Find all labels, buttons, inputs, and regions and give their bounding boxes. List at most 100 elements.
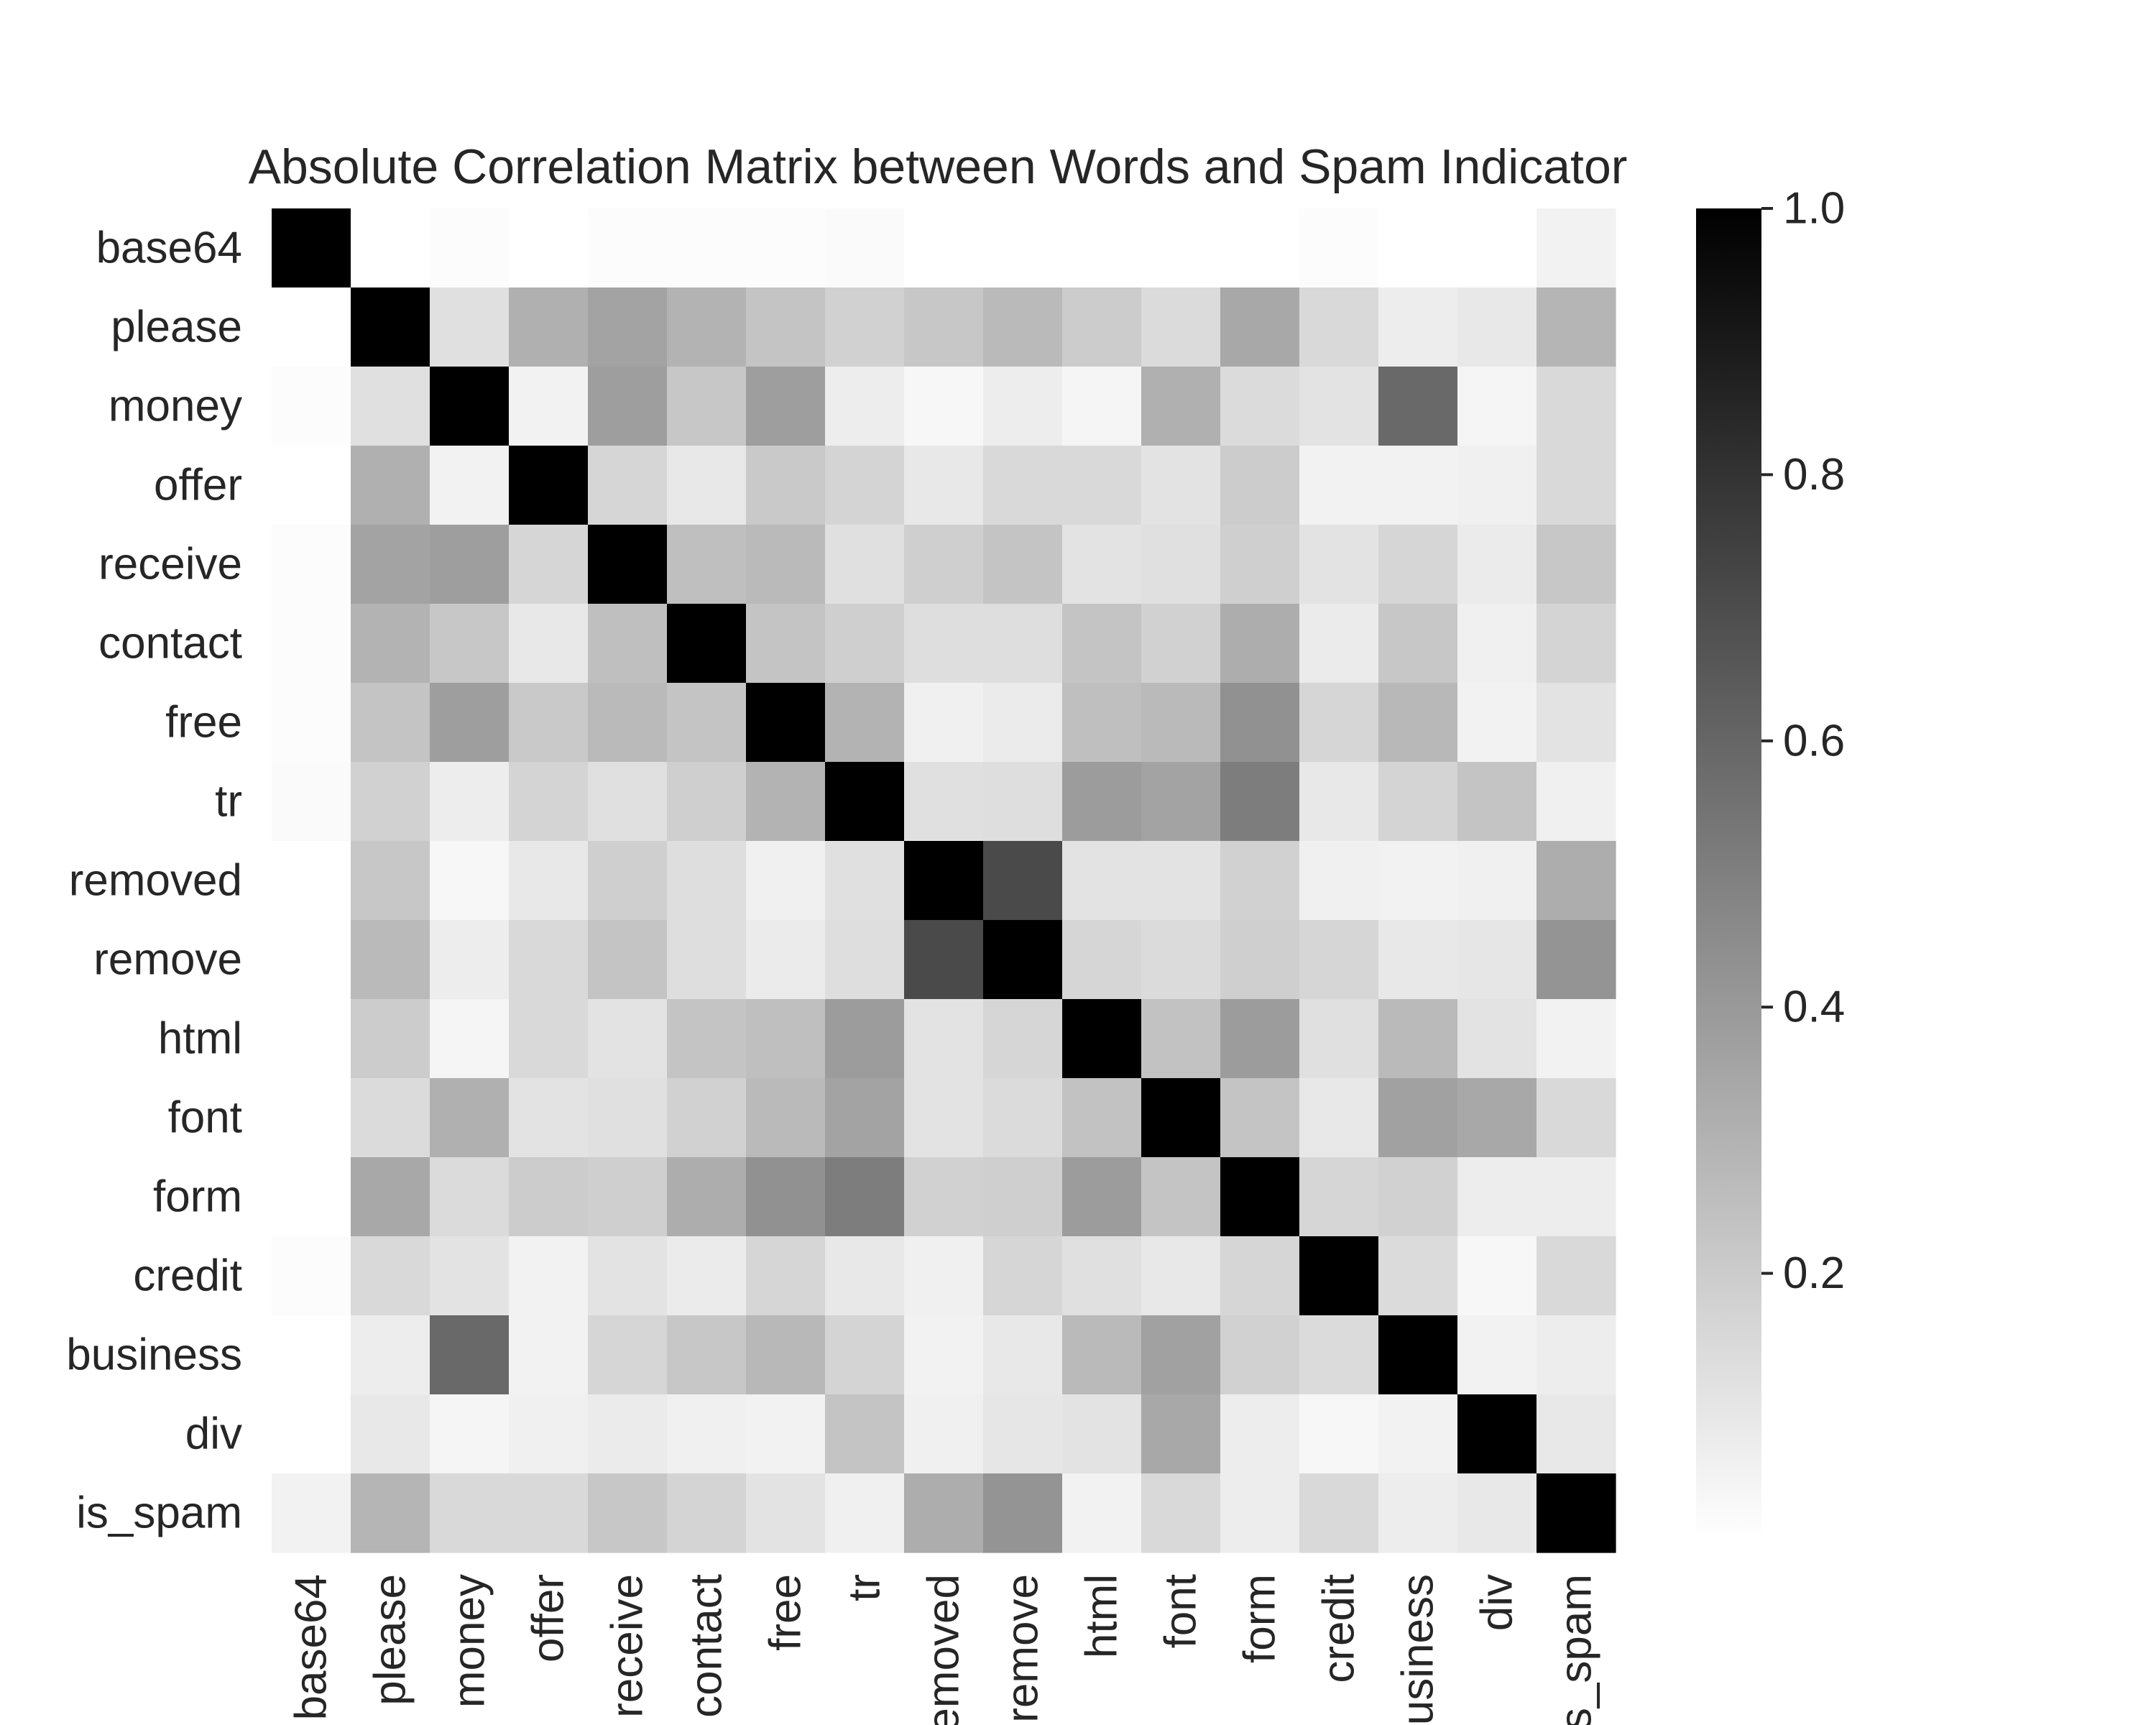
heatmap-cell-money-remove	[983, 367, 1063, 446]
heatmap-cell-credit-contact	[667, 1236, 747, 1316]
heatmap-cell-remove-credit	[1299, 920, 1379, 1000]
row-label-money: money	[109, 382, 242, 431]
row-labels: base64 please money offer receive contact free…	[66, 224, 242, 1538]
heatmap-cell-offer-base64	[272, 446, 351, 525]
heatmap-cell-money-base64	[272, 367, 351, 446]
heatmap-cell-base64-offer	[509, 208, 589, 288]
heatmap-cell-tr-free	[746, 762, 826, 842]
heatmap-cell-removed-free	[746, 841, 826, 921]
heatmap-cell-business-tr	[825, 1315, 905, 1395]
heatmap-cell-free-form	[1220, 683, 1300, 763]
column-label-free: free	[761, 1574, 811, 1651]
heatmap-cell-is_spam-please	[351, 1473, 430, 1553]
heatmap-cell-removed-remove	[983, 841, 1063, 921]
heatmap-cell-money-removed	[904, 367, 984, 446]
heatmap-cell-remove-business	[1378, 920, 1458, 1000]
heatmap-cell-contact-business	[1378, 604, 1458, 684]
heatmap-cell-base64-font	[1141, 208, 1221, 288]
heatmap-cell-div-is_spam	[1537, 1394, 1616, 1474]
row-label-html: html	[158, 1014, 242, 1064]
heatmap-cell-is_spam-base64	[272, 1473, 351, 1553]
heatmap-cell-removed-offer	[509, 841, 589, 921]
heatmap-cell-html-html	[1062, 999, 1142, 1079]
heatmap-cell-base64-div	[1457, 208, 1537, 288]
heatmap-cell-offer-money	[430, 446, 510, 525]
heatmap-cell-contact-contact	[667, 604, 747, 684]
heatmap-cell-credit-free	[746, 1236, 826, 1316]
colorbar-gradient	[1696, 208, 1761, 1540]
row-label-credit: credit	[133, 1251, 242, 1301]
heatmap-cell-free-receive	[588, 683, 668, 763]
heatmap-cell-is_spam-money	[430, 1473, 510, 1553]
heatmap-cell-form-free	[746, 1157, 826, 1237]
heatmap-cell-div-font	[1141, 1394, 1221, 1474]
heatmap-cell-removed-font	[1141, 841, 1221, 921]
heatmap-cell-credit-html	[1062, 1236, 1142, 1316]
heatmap-cell-base64-is_spam	[1537, 208, 1616, 288]
heatmap-cell-removed-receive	[588, 841, 668, 921]
heatmap-cell-is_spam-tr	[825, 1473, 905, 1553]
heatmap-cell-div-please	[351, 1394, 430, 1474]
heatmap-cell-free-font	[1141, 683, 1221, 763]
heatmap-cell-tr-tr	[825, 762, 905, 842]
row-label-remove: remove	[93, 935, 242, 985]
heatmap-cell-font-font	[1141, 1078, 1221, 1158]
heatmap-cell-remove-tr	[825, 920, 905, 1000]
heatmap-cell-div-form	[1220, 1394, 1300, 1474]
heatmap-cell-font-please	[351, 1078, 430, 1158]
heatmap-cell-please-free	[746, 288, 826, 367]
heatmap-cell-is_spam-offer	[509, 1473, 589, 1553]
heatmap-cell-contact-money	[430, 604, 510, 684]
heatmap-cell-removed-html	[1062, 841, 1142, 921]
row-label-contact: contact	[98, 619, 242, 668]
heatmap-cell-div-credit	[1299, 1394, 1379, 1474]
heatmap-cell-font-business	[1378, 1078, 1458, 1158]
heatmap-cell-html-font	[1141, 999, 1221, 1079]
colorbar-tick-label: 0.8	[1783, 450, 1845, 500]
heatmap-cell-receive-money	[430, 525, 510, 604]
heatmap-cell-div-offer	[509, 1394, 589, 1474]
heatmap-cells	[272, 208, 1616, 1553]
column-label-div: div	[1473, 1574, 1522, 1631]
heatmap-cell-offer-credit	[1299, 446, 1379, 525]
heatmap-cell-receive-receive	[588, 525, 668, 604]
heatmap-cell-contact-html	[1062, 604, 1142, 684]
heatmap-cell-contact-receive	[588, 604, 668, 684]
heatmap-cell-font-removed	[904, 1078, 984, 1158]
heatmap-cell-font-is_spam	[1537, 1078, 1616, 1158]
heatmap-cell-font-free	[746, 1078, 826, 1158]
heatmap-cell-tr-credit	[1299, 762, 1379, 842]
heatmap-cell-offer-font	[1141, 446, 1221, 525]
heatmap-cell-please-money	[430, 288, 510, 367]
heatmap-cell-contact-tr	[825, 604, 905, 684]
heatmap-cell-remove-offer	[509, 920, 589, 1000]
column-label-credit: credit	[1314, 1574, 1364, 1683]
heatmap-cell-base64-please	[351, 208, 430, 288]
heatmap-cell-html-credit	[1299, 999, 1379, 1079]
heatmap-cell-money-free	[746, 367, 826, 446]
heatmap-cell-remove-free	[746, 920, 826, 1000]
row-label-receive: receive	[98, 540, 242, 589]
row-label-please: please	[111, 303, 242, 352]
heatmap-cell-business-div	[1457, 1315, 1537, 1395]
heatmap-cell-removed-contact	[667, 841, 747, 921]
heatmap-cell-contact-free	[746, 604, 826, 684]
heatmap-cell-base64-credit	[1299, 208, 1379, 288]
heatmap-cell-remove-font	[1141, 920, 1221, 1000]
heatmap-cell-tr-please	[351, 762, 430, 842]
heatmap-cell-form-form	[1220, 1157, 1300, 1237]
heatmap-cell-offer-tr	[825, 446, 905, 525]
heatmap-cell-credit-removed	[904, 1236, 984, 1316]
heatmap-cell-business-html	[1062, 1315, 1142, 1395]
heatmap-cell-base64-html	[1062, 208, 1142, 288]
heatmap-cell-money-contact	[667, 367, 747, 446]
heatmap-cell-tr-remove	[983, 762, 1063, 842]
heatmap-cell-please-please	[351, 288, 430, 367]
heatmap-cell-font-receive	[588, 1078, 668, 1158]
heatmap-cell-money-offer	[509, 367, 589, 446]
heatmap-cell-credit-remove	[983, 1236, 1063, 1316]
heatmap-cell-tr-removed	[904, 762, 984, 842]
heatmap-cell-contact-removed	[904, 604, 984, 684]
heatmap-cell-please-form	[1220, 288, 1300, 367]
